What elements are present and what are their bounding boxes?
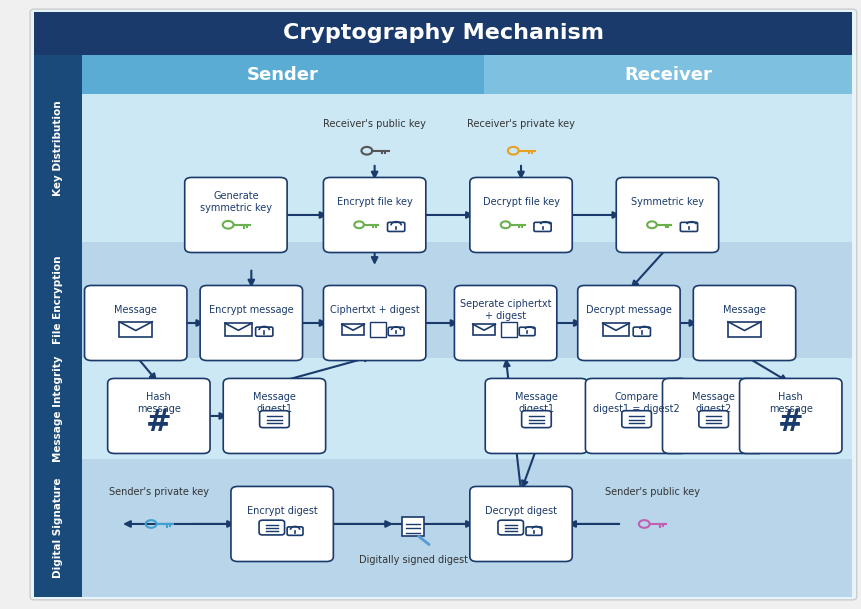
Text: Receiver's private key: Receiver's private key — [468, 119, 575, 130]
Text: File Encryption: File Encryption — [53, 256, 63, 344]
FancyBboxPatch shape — [470, 487, 573, 561]
FancyBboxPatch shape — [470, 177, 573, 253]
FancyBboxPatch shape — [603, 323, 629, 336]
FancyBboxPatch shape — [455, 286, 557, 361]
FancyBboxPatch shape — [82, 242, 852, 358]
FancyBboxPatch shape — [185, 177, 287, 253]
Text: Message Integrity: Message Integrity — [53, 355, 63, 462]
FancyBboxPatch shape — [288, 527, 303, 535]
Text: Receiver's public key: Receiver's public key — [323, 119, 426, 130]
Text: #: # — [146, 408, 171, 437]
FancyBboxPatch shape — [699, 410, 728, 428]
Text: Hash
message: Hash message — [769, 392, 813, 414]
FancyBboxPatch shape — [526, 527, 542, 535]
Text: #: # — [777, 408, 803, 437]
Text: Message
digest1: Message digest1 — [515, 392, 558, 414]
Text: Encrypt file key: Encrypt file key — [337, 197, 412, 207]
FancyBboxPatch shape — [402, 518, 424, 537]
FancyBboxPatch shape — [82, 459, 852, 597]
FancyBboxPatch shape — [34, 12, 852, 55]
FancyBboxPatch shape — [498, 520, 523, 535]
Text: Decrypt message: Decrypt message — [586, 305, 672, 315]
FancyBboxPatch shape — [260, 410, 289, 428]
FancyBboxPatch shape — [622, 410, 652, 428]
FancyBboxPatch shape — [522, 410, 551, 428]
Text: Hash
message: Hash message — [137, 392, 181, 414]
FancyBboxPatch shape — [370, 322, 386, 337]
Text: Digital Signature: Digital Signature — [53, 477, 63, 578]
Text: Compare
digest1 = digest2: Compare digest1 = digest2 — [593, 392, 680, 414]
FancyBboxPatch shape — [486, 378, 588, 454]
Text: Seperate ciphertxt
+ digest: Seperate ciphertxt + digest — [460, 299, 551, 321]
Text: Sender's private key: Sender's private key — [108, 487, 209, 496]
FancyBboxPatch shape — [473, 324, 495, 335]
FancyBboxPatch shape — [34, 55, 82, 597]
FancyBboxPatch shape — [578, 286, 680, 361]
FancyBboxPatch shape — [84, 286, 187, 361]
FancyBboxPatch shape — [256, 327, 273, 336]
Text: Decrypt digest: Decrypt digest — [485, 506, 557, 516]
FancyBboxPatch shape — [388, 327, 404, 336]
FancyBboxPatch shape — [82, 55, 484, 94]
FancyBboxPatch shape — [519, 327, 535, 336]
Text: Message: Message — [115, 305, 158, 315]
FancyBboxPatch shape — [82, 55, 852, 94]
FancyBboxPatch shape — [200, 286, 302, 361]
FancyBboxPatch shape — [324, 286, 426, 361]
Text: Sender: Sender — [247, 66, 319, 83]
FancyBboxPatch shape — [728, 322, 761, 337]
FancyBboxPatch shape — [616, 177, 719, 253]
FancyBboxPatch shape — [662, 378, 765, 454]
FancyBboxPatch shape — [342, 324, 364, 335]
FancyBboxPatch shape — [225, 323, 251, 336]
Text: Key Distribution: Key Distribution — [53, 100, 63, 196]
Text: Generate
symmetric key: Generate symmetric key — [200, 191, 272, 213]
FancyBboxPatch shape — [387, 222, 405, 231]
Text: Digitally signed digest: Digitally signed digest — [359, 555, 468, 565]
FancyBboxPatch shape — [484, 55, 852, 94]
FancyBboxPatch shape — [680, 222, 697, 231]
FancyBboxPatch shape — [324, 177, 426, 253]
FancyBboxPatch shape — [82, 55, 852, 242]
FancyBboxPatch shape — [740, 378, 842, 454]
Text: Decrypt file key: Decrypt file key — [482, 197, 560, 207]
Text: Encrypt digest: Encrypt digest — [247, 506, 318, 516]
FancyBboxPatch shape — [259, 520, 284, 535]
Text: Message: Message — [723, 305, 766, 315]
FancyBboxPatch shape — [108, 378, 210, 454]
FancyBboxPatch shape — [585, 378, 688, 454]
FancyBboxPatch shape — [231, 487, 333, 561]
FancyBboxPatch shape — [693, 286, 796, 361]
FancyBboxPatch shape — [633, 327, 650, 336]
Text: Symmetric key: Symmetric key — [631, 197, 704, 207]
Text: Sender's public key: Sender's public key — [604, 487, 699, 496]
FancyBboxPatch shape — [119, 322, 152, 337]
FancyBboxPatch shape — [501, 322, 517, 337]
FancyBboxPatch shape — [82, 358, 852, 459]
Text: Encrypt message: Encrypt message — [209, 305, 294, 315]
Text: Message
digest1: Message digest1 — [253, 392, 296, 414]
Text: Message
digest2: Message digest2 — [692, 392, 735, 414]
Text: Receiver: Receiver — [624, 66, 712, 83]
FancyBboxPatch shape — [534, 222, 551, 231]
Text: Ciphertxt + digest: Ciphertxt + digest — [330, 305, 419, 315]
FancyBboxPatch shape — [30, 9, 857, 600]
Text: Cryptography Mechanism: Cryptography Mechanism — [283, 24, 604, 43]
FancyBboxPatch shape — [223, 378, 325, 454]
